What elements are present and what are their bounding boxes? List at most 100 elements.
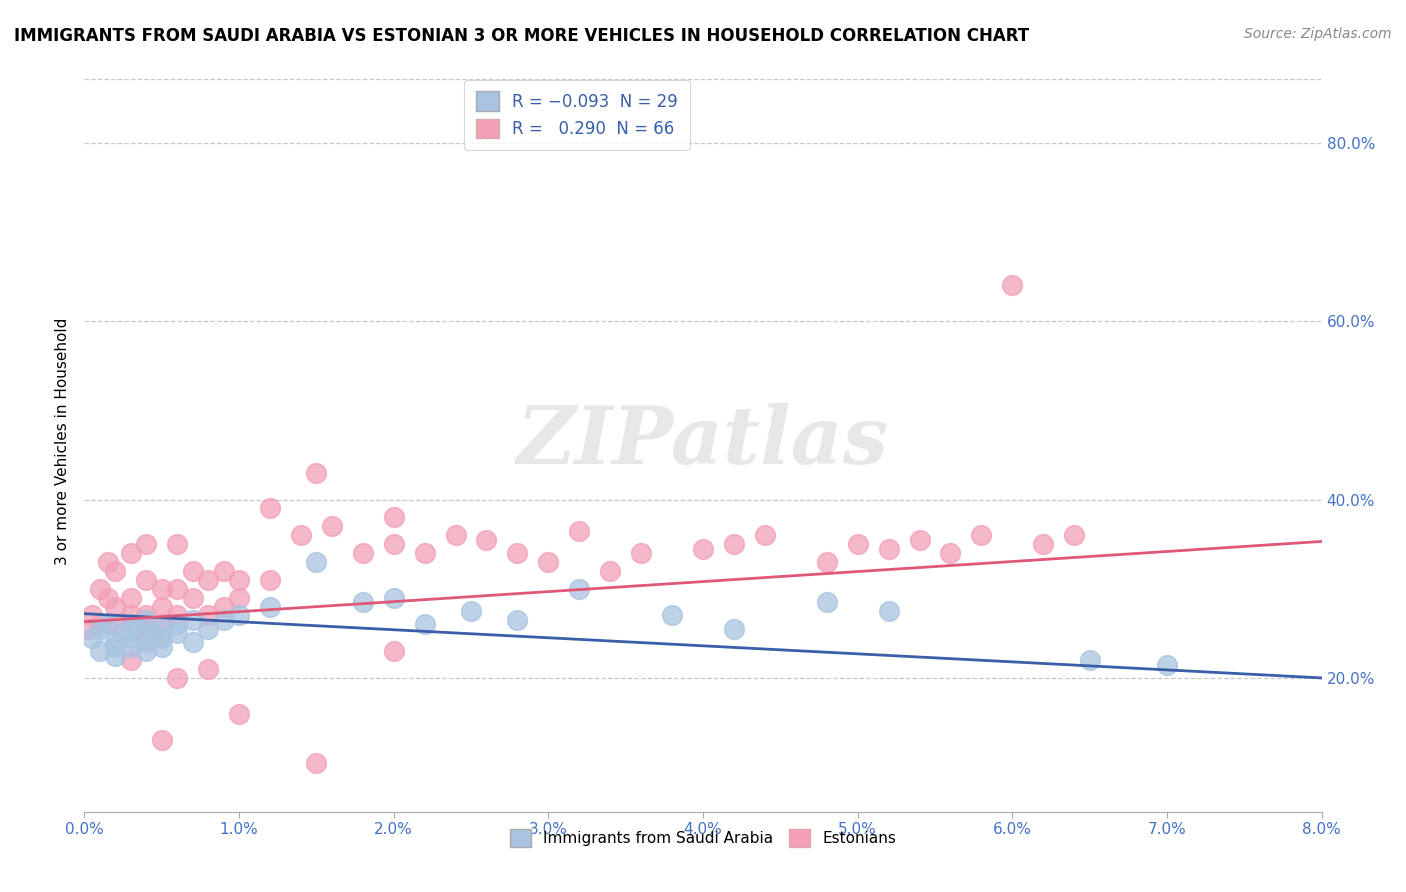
- Point: [305, 466, 328, 480]
- Point: [120, 591, 142, 605]
- Point: [120, 653, 142, 667]
- Point: [150, 640, 173, 654]
- Point: [877, 541, 900, 556]
- Point: [413, 617, 436, 632]
- Point: [135, 613, 157, 627]
- Point: [352, 595, 374, 609]
- Point: [135, 617, 157, 632]
- Point: [1032, 537, 1054, 551]
- Point: [89, 617, 111, 632]
- Text: ZIPatlas: ZIPatlas: [517, 403, 889, 480]
- Point: [96, 617, 118, 632]
- Point: [506, 546, 529, 560]
- Point: [181, 591, 204, 605]
- Point: [120, 631, 142, 645]
- Y-axis label: 3 or more Vehicles in Household: 3 or more Vehicles in Household: [55, 318, 70, 566]
- Point: [89, 622, 111, 636]
- Point: [460, 604, 482, 618]
- Point: [228, 608, 250, 623]
- Point: [89, 644, 111, 658]
- Point: [212, 613, 235, 627]
- Point: [352, 546, 374, 560]
- Point: [537, 555, 560, 569]
- Point: [77, 622, 100, 636]
- Point: [150, 599, 173, 614]
- Point: [197, 573, 219, 587]
- Point: [112, 626, 135, 640]
- Point: [212, 564, 235, 578]
- Point: [166, 617, 188, 632]
- Point: [506, 613, 529, 627]
- Point: [723, 537, 745, 551]
- Point: [166, 626, 188, 640]
- Point: [120, 640, 142, 654]
- Point: [259, 573, 281, 587]
- Point: [96, 591, 118, 605]
- Point: [120, 617, 142, 632]
- Point: [166, 537, 188, 551]
- Point: [120, 608, 142, 623]
- Text: IMMIGRANTS FROM SAUDI ARABIA VS ESTONIAN 3 OR MORE VEHICLES IN HOUSEHOLD CORRELA: IMMIGRANTS FROM SAUDI ARABIA VS ESTONIAN…: [14, 27, 1029, 45]
- Point: [104, 564, 127, 578]
- Point: [568, 582, 591, 596]
- Point: [228, 573, 250, 587]
- Point: [166, 608, 188, 623]
- Point: [166, 671, 188, 685]
- Point: [135, 631, 157, 645]
- Point: [723, 622, 745, 636]
- Point: [1063, 528, 1085, 542]
- Point: [413, 546, 436, 560]
- Point: [135, 537, 157, 551]
- Point: [212, 599, 235, 614]
- Point: [1078, 653, 1101, 667]
- Point: [908, 533, 931, 547]
- Point: [305, 555, 328, 569]
- Point: [228, 591, 250, 605]
- Point: [475, 533, 498, 547]
- Point: [96, 555, 118, 569]
- Text: Source: ZipAtlas.com: Source: ZipAtlas.com: [1244, 27, 1392, 41]
- Point: [120, 546, 142, 560]
- Point: [692, 541, 714, 556]
- Point: [135, 573, 157, 587]
- Point: [568, 524, 591, 538]
- Point: [259, 501, 281, 516]
- Point: [1156, 657, 1178, 672]
- Point: [1001, 278, 1024, 293]
- Point: [150, 733, 173, 747]
- Point: [228, 706, 250, 721]
- Point: [143, 626, 166, 640]
- Point: [939, 546, 962, 560]
- Point: [181, 564, 204, 578]
- Point: [661, 608, 683, 623]
- Point: [104, 599, 127, 614]
- Point: [150, 617, 173, 632]
- Point: [135, 644, 157, 658]
- Point: [197, 622, 219, 636]
- Point: [135, 635, 157, 649]
- Point: [181, 613, 204, 627]
- Point: [104, 617, 127, 632]
- Point: [815, 555, 838, 569]
- Point: [382, 510, 405, 524]
- Point: [382, 644, 405, 658]
- Point: [970, 528, 993, 542]
- Point: [150, 582, 173, 596]
- Point: [305, 756, 328, 770]
- Point: [150, 631, 173, 645]
- Point: [197, 662, 219, 676]
- Point: [290, 528, 312, 542]
- Point: [877, 604, 900, 618]
- Point: [259, 599, 281, 614]
- Point: [846, 537, 869, 551]
- Point: [630, 546, 652, 560]
- Point: [104, 640, 127, 654]
- Point: [382, 537, 405, 551]
- Point: [127, 622, 149, 636]
- Point: [321, 519, 343, 533]
- Point: [166, 582, 188, 596]
- Point: [135, 608, 157, 623]
- Point: [150, 622, 173, 636]
- Point: [754, 528, 776, 542]
- Point: [104, 648, 127, 663]
